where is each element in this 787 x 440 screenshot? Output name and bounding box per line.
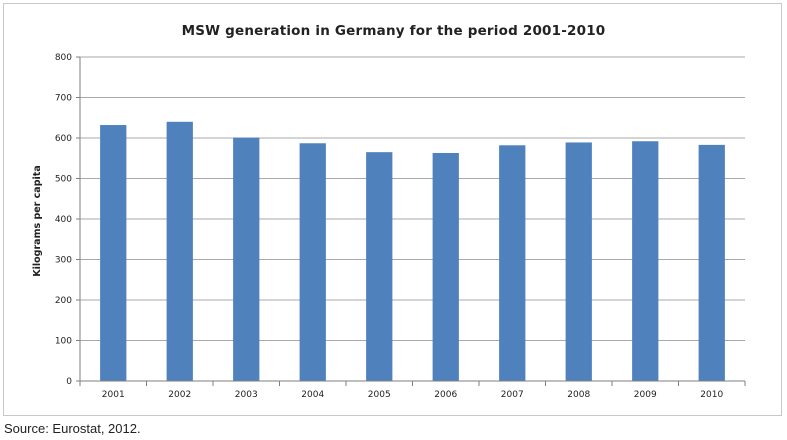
- bar-2004: [299, 143, 326, 381]
- y-tick-label: 200: [55, 296, 72, 306]
- bar-2010: [698, 144, 725, 381]
- y-tick-label: 100: [55, 337, 72, 347]
- x-tick-label: 2004: [301, 390, 324, 400]
- x-tick-label: 2008: [567, 390, 590, 400]
- x-tick-label: 2005: [368, 390, 391, 400]
- x-tick-label: 2009: [634, 390, 657, 400]
- x-tick-label: 2001: [102, 390, 125, 400]
- x-tick-label: 2002: [168, 390, 191, 400]
- bar-2006: [432, 152, 459, 381]
- x-tick-label: 2010: [700, 390, 723, 400]
- y-tick-label: 700: [55, 94, 72, 104]
- bar-2002: [166, 121, 193, 382]
- x-tick-label: 2003: [235, 390, 258, 400]
- x-tick-label: 2006: [434, 390, 457, 400]
- chart-title: MSW generation in Germany for the period…: [181, 23, 606, 39]
- y-tick-label: 800: [55, 53, 72, 63]
- y-tick-label: 400: [55, 215, 72, 225]
- y-tick-label: 300: [55, 256, 72, 266]
- source-note: Source: Eurostat, 2012.: [4, 421, 141, 436]
- bar-2009: [632, 141, 659, 381]
- x-tick-label: 2007: [501, 390, 524, 400]
- bar-2007: [499, 145, 526, 381]
- y-tick-label: 0: [66, 377, 72, 387]
- bar-2001: [100, 125, 127, 381]
- y-axis-title: Kilograms per capita: [32, 165, 43, 276]
- bar-2005: [366, 152, 393, 381]
- y-tick-label: 500: [55, 175, 72, 185]
- bar-2003: [233, 137, 260, 381]
- x-tick-labels: 2001 2002 2003 2004 2005 2006 2007 2008 2009 2010: [102, 390, 724, 400]
- bar-2008: [565, 142, 592, 381]
- bars: [100, 121, 725, 382]
- axes: [76, 56, 746, 386]
- y-tick-label: 600: [55, 134, 72, 144]
- y-tick-labels: 0 100 200 300 400 500 600 700 800: [55, 53, 72, 387]
